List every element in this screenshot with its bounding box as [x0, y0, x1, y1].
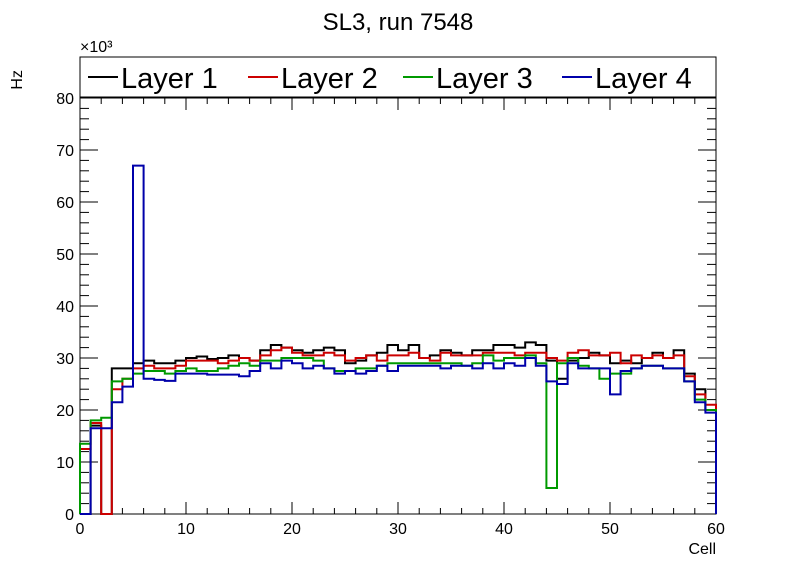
x-tick-label: 40	[495, 521, 513, 538]
y-axis-title: Hz	[9, 70, 26, 90]
y-tick-label: 20	[56, 403, 74, 420]
legend-label: Layer 4	[595, 63, 692, 95]
legend-label: Layer 1	[121, 63, 218, 95]
x-tick-label: 30	[389, 521, 407, 538]
y-tick-label: 10	[56, 455, 74, 472]
y-axis-multiplier: ×10³	[80, 39, 113, 56]
series-group	[79, 164, 717, 515]
plot-area	[79, 97, 717, 515]
y-tick-label: 30	[56, 351, 74, 368]
y-tick-label: 0	[65, 507, 74, 524]
x-tick-label: 50	[601, 521, 619, 538]
y-tick-label: 60	[56, 195, 74, 212]
x-axis-title: Cell	[688, 541, 716, 558]
x-tick-label: 0	[76, 521, 85, 538]
x-tick-label: 10	[177, 521, 195, 538]
y-tick-label: 50	[56, 247, 74, 264]
x-tick-label: 20	[283, 521, 301, 538]
legend-label: Layer 3	[436, 63, 533, 95]
y-tick-label: 40	[56, 299, 74, 316]
legend-box	[79, 56, 717, 98]
legend: Layer 1 Layer 2 Layer 3 Layer 4	[79, 56, 717, 98]
y-tick-label: 70	[56, 143, 74, 160]
x-axis: 0 10 20 30 40 50 60	[76, 98, 725, 538]
y-tick-label: 80	[56, 91, 74, 108]
plot-frame	[79, 97, 717, 515]
chart-title: SL3, run 7548	[323, 9, 474, 36]
series-line-layer-4	[80, 164, 717, 515]
x-tick-label: 60	[707, 521, 725, 538]
legend-label: Layer 2	[281, 63, 378, 95]
y-axis: 0 10 20 30 40 50 60 70 80	[56, 91, 716, 524]
series-line-layer-1	[80, 341, 717, 515]
series-line-layer-2	[79, 346, 717, 515]
